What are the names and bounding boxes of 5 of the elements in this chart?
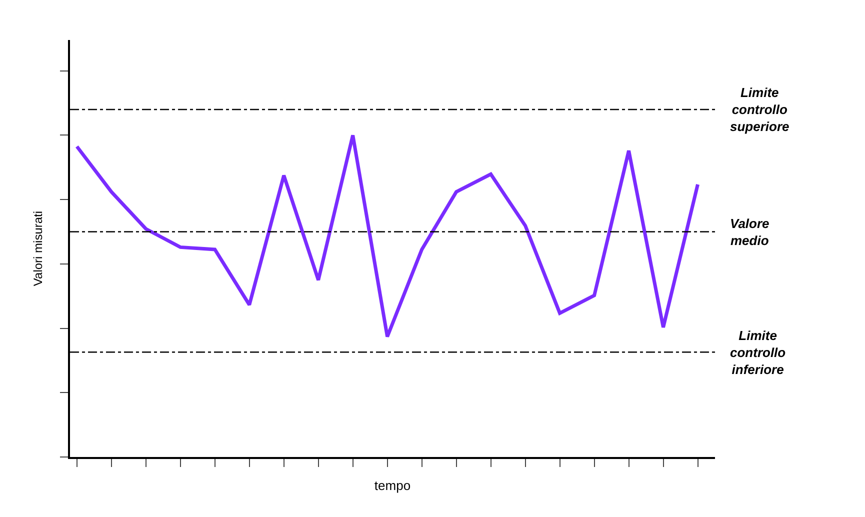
y-axis-title: Valori misurati — [30, 210, 45, 286]
ref-line-label: Valore medio — [730, 216, 770, 248]
x-axis-title: tempo — [374, 478, 411, 494]
ref-line-label: Limite controllo inferiore — [730, 328, 786, 377]
ref-line-label: Limite controllo superiore — [730, 85, 790, 134]
